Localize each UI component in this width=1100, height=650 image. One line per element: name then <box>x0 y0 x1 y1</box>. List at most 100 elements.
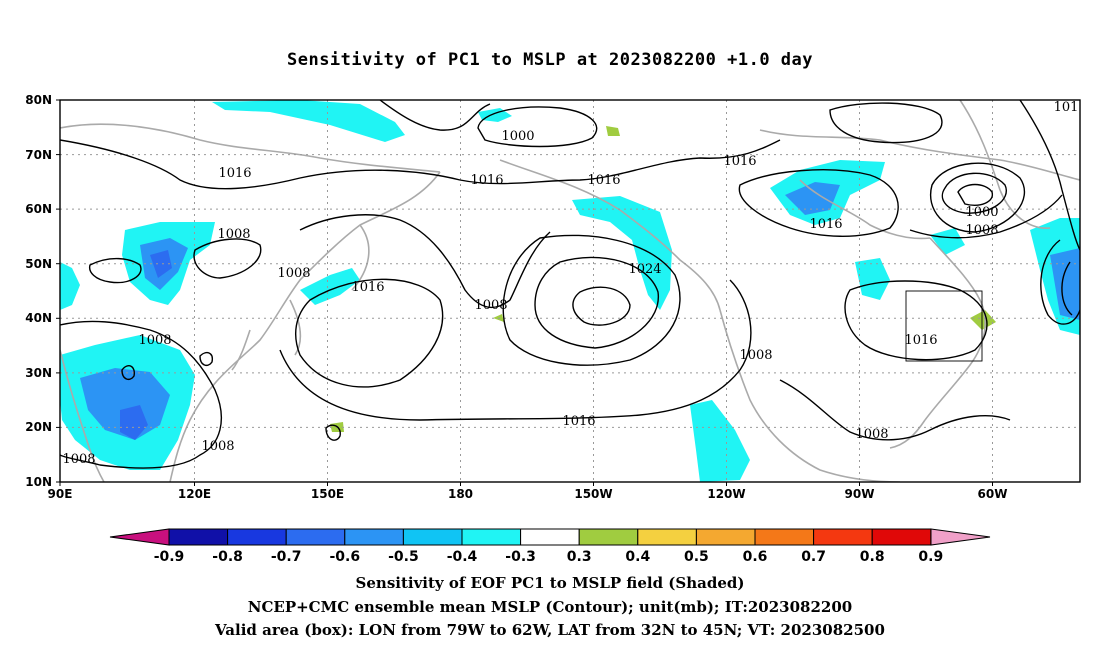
tick-marks <box>56 99 993 486</box>
colorbar: -0.9 -0.8 -0.7 -0.6 -0.5 -0.4 -0.3 0.3 0.4 0.5 0.6… <box>109 528 991 565</box>
contour-small-1 <box>199 351 214 367</box>
contour-label-group: 1000 1016 1016 1016 1016 1008 1008 1016 … <box>62 100 1078 467</box>
contour-label: 1016 <box>904 333 937 348</box>
contour-high-pacific-inner <box>572 286 631 326</box>
contour-1016-big <box>294 278 444 388</box>
sensitivity-shading <box>60 100 1080 482</box>
coast-canada-arctic <box>759 129 1080 181</box>
contour-na-north <box>829 102 943 144</box>
lat-label: 30N <box>25 366 52 380</box>
coast-florida <box>889 419 926 449</box>
lat-label: 70N <box>25 148 52 162</box>
contour-label: 1016 <box>562 414 595 429</box>
contour-atlantic-low <box>1040 239 1080 325</box>
coast-na-west <box>719 309 901 482</box>
contour-label: 1000 <box>501 129 534 144</box>
shade-alaska-cyan <box>572 196 672 310</box>
caption-shading: Sensitivity of EOF PC1 to MSLP field (Sh… <box>355 574 745 592</box>
colorbar-label: 0.3 <box>567 549 592 565</box>
lon-label: 90W <box>845 487 875 501</box>
lon-label: 90E <box>48 487 73 501</box>
contour-label: 1024 <box>628 262 661 277</box>
contour-1008-mongolia <box>193 238 262 279</box>
colorbar-label: 0.4 <box>625 549 650 565</box>
colorbar-right-triangle <box>930 528 991 546</box>
coast-na-east <box>924 237 986 421</box>
contour-1016-north <box>60 139 781 190</box>
colorbar-label: -0.4 <box>447 549 478 565</box>
contour-1008-east <box>909 194 1063 239</box>
shade-atlantic-blue <box>1050 248 1080 320</box>
contour-atlantic-low-2 <box>1061 261 1073 316</box>
coast-greenland <box>959 100 1051 229</box>
contour-small-3 <box>325 424 341 441</box>
contour-label: 1008 <box>201 439 234 454</box>
contour-1016-hudson <box>738 169 899 237</box>
contour-label: 1016 <box>351 280 384 295</box>
contour-east-top <box>1019 100 1080 251</box>
valid-area-box <box>905 290 983 362</box>
shade-west-cyan <box>60 262 80 310</box>
contour-label: 1008 <box>138 333 171 348</box>
contour-arctic-top <box>379 100 491 131</box>
shade-scs-core <box>120 405 148 440</box>
colorbar-cell <box>637 528 697 546</box>
map-frame <box>59 99 1081 483</box>
contour-label: 1016 <box>587 173 620 188</box>
coast-korea-japan <box>231 299 302 371</box>
colorbar-label: 0.8 <box>860 549 885 565</box>
colorbar-cell <box>695 528 756 546</box>
lon-label: 180 <box>448 487 473 501</box>
coastlines <box>60 100 1080 482</box>
caption-valid-area: Valid area (box): LON from 79W to 62W, L… <box>215 621 885 639</box>
shade-arctic-cyan <box>212 100 405 142</box>
contour-1008-asia <box>60 320 222 469</box>
contour-small-2 <box>121 365 136 381</box>
lon-label: 150E <box>311 487 344 501</box>
shade-kuril-cyan <box>300 268 360 305</box>
lat-label: 50N <box>25 257 52 271</box>
contour-1008-china <box>88 257 142 284</box>
contour-1008-gulf <box>779 379 1011 441</box>
contour-low-east-3 <box>929 162 1026 233</box>
contour-low-bering <box>477 106 598 148</box>
contour-label: 1008 <box>739 348 772 363</box>
contour-label: 1000 <box>965 205 998 220</box>
colorbar-cell <box>520 528 580 546</box>
colorbar-cell <box>227 528 287 546</box>
colorbar-label: -0.7 <box>271 549 302 565</box>
shade-green-bering <box>606 126 620 136</box>
lat-label: 60N <box>25 202 52 216</box>
colorbar-cell <box>168 528 229 546</box>
contour-label: 1016 <box>809 217 842 232</box>
colorbar-cell <box>813 528 873 546</box>
lon-labels: 90E 120E 150E 180 150W 120W 90W 60W <box>48 487 1008 501</box>
contour-high-pacific-mid <box>534 256 659 349</box>
shade-china-core-2 <box>150 250 172 278</box>
lon-label: 120E <box>178 487 211 501</box>
colorbar-cell <box>344 528 404 546</box>
coast-india <box>60 349 105 482</box>
contour-low-east-2 <box>941 172 1007 214</box>
colorbar-label: -0.3 <box>505 549 536 565</box>
colorbar-label: -0.5 <box>388 549 419 565</box>
colorbar-label: 0.7 <box>801 549 826 565</box>
contour-label: 1008 <box>277 266 310 281</box>
colorbar-left-triangle <box>109 528 170 546</box>
shade-green-east <box>970 310 996 330</box>
lon-label: 150W <box>574 487 612 501</box>
coast-kamchatka <box>351 224 370 291</box>
lat-label: 10N <box>25 475 52 489</box>
contour-label: 1016 <box>218 166 251 181</box>
contour-1016-subtropic <box>279 279 752 421</box>
shade-hudson-blue <box>785 182 840 215</box>
contour-low-east-1 <box>957 183 994 206</box>
shade-lakes-cyan <box>855 258 890 300</box>
contour-label: 1008 <box>62 452 95 467</box>
colorbar-label: -0.6 <box>329 549 360 565</box>
colorbar-label: 0.5 <box>684 549 709 565</box>
contour-label: 1016 <box>723 154 756 169</box>
contour-high-pacific <box>502 234 681 366</box>
contour-label: 1008 <box>855 427 888 442</box>
lat-label: 40N <box>25 311 52 325</box>
